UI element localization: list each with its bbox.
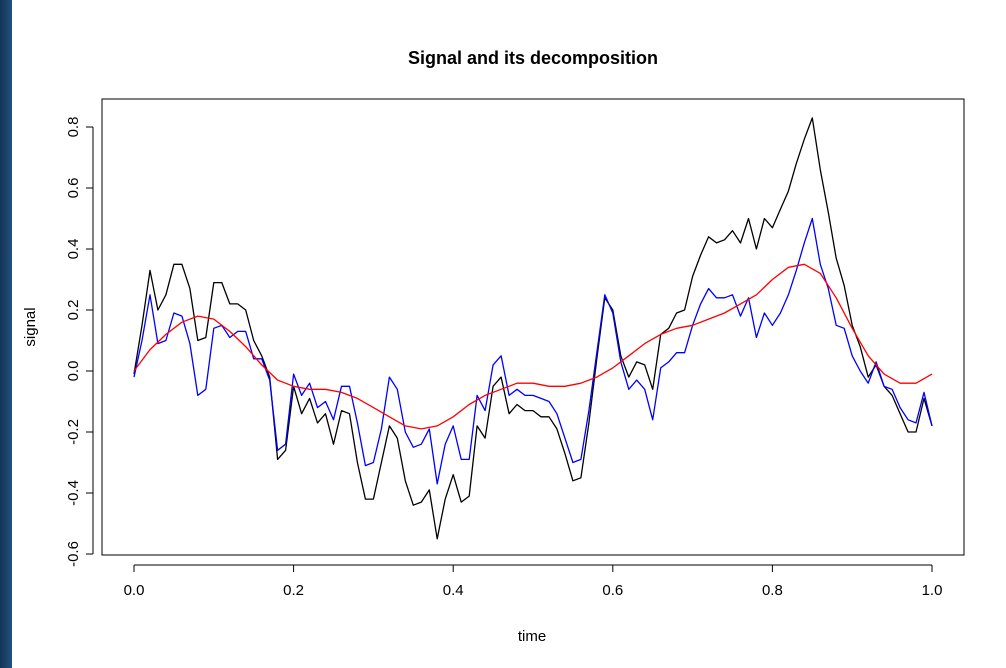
- x-tick-label: 0.4: [443, 582, 464, 599]
- x-tick-label: 0.6: [602, 582, 623, 599]
- y-tick-label: 0.8: [65, 117, 82, 138]
- series-line-1: [133, 117, 933, 540]
- y-tick-label: -0.4: [65, 480, 82, 506]
- series-line-2: [133, 217, 933, 485]
- x-tick-label: 0.2: [283, 582, 304, 599]
- chart-title: Signal and its decomposition: [408, 48, 658, 68]
- y-tick-label: 0.2: [65, 300, 82, 321]
- x-tick-label: 0.0: [124, 582, 145, 599]
- y-tick-label: -0.2: [65, 419, 82, 445]
- y-axis: -0.6 -0.4 -0.2 0.0 0.2 0.4 0.6 0.8: [65, 117, 94, 567]
- x-axis: 0.0 0.2 0.4 0.6 0.8 1.0: [124, 564, 943, 599]
- y-tick-label: 0.0: [65, 361, 82, 382]
- plot-box: [101, 98, 965, 556]
- y-tick-label: -0.6: [65, 541, 82, 567]
- x-tick-label: 1.0: [922, 582, 943, 599]
- x-axis-label: time: [518, 628, 546, 645]
- window-left-edge: [0, 0, 12, 668]
- y-axis-label: signal: [22, 307, 39, 346]
- x-tick-label: 0.8: [762, 582, 783, 599]
- y-tick-label: 0.6: [65, 178, 82, 199]
- series-layer: [133, 117, 933, 540]
- y-tick-label: 0.4: [65, 239, 82, 260]
- plot-window: [12, 0, 1006, 668]
- series-line-3: [133, 263, 933, 430]
